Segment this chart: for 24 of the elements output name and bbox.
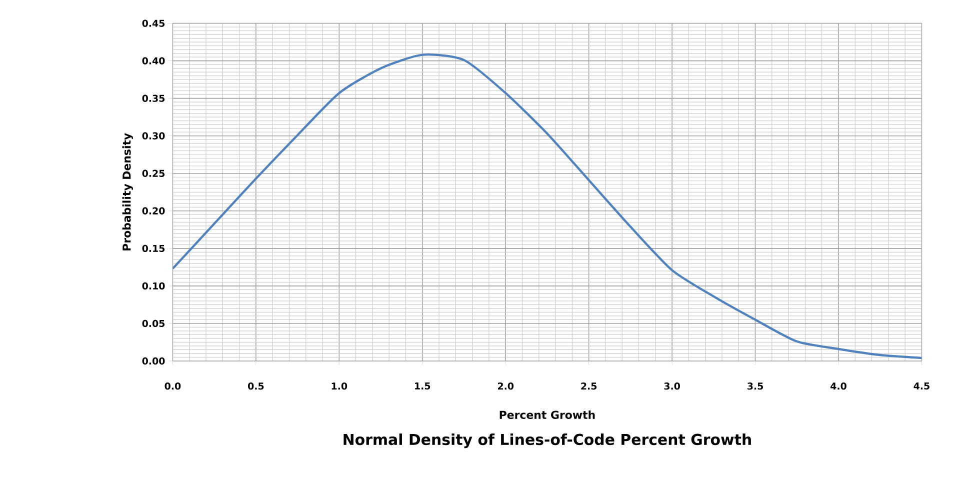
x-tick-label: 0.5 — [248, 382, 264, 390]
x-tick-label: 3.0 — [664, 382, 680, 390]
y-tick-label: 0.40 — [142, 57, 165, 64]
y-tick-label: 0.45 — [142, 20, 165, 27]
y-tick-label: 0.20 — [142, 207, 165, 214]
y-tick-label: 0.05 — [142, 320, 165, 328]
y-tick-label: 0.00 — [142, 357, 165, 365]
line-series — [172, 54, 922, 360]
x-tick-label: 0.0 — [164, 382, 181, 390]
x-tick-label: 3.5 — [748, 382, 763, 390]
x-tick-label: 1.0 — [332, 382, 348, 390]
x-tick-label: 4.0 — [830, 382, 846, 390]
y-tick-label: 0.30 — [142, 132, 165, 140]
y-tick-label: 0.15 — [142, 244, 165, 252]
x-tick-label: 1.5 — [415, 382, 430, 390]
y-axis-title: Probability Density — [122, 133, 133, 250]
x-tick-label: 4.5 — [914, 382, 930, 390]
y-tick-label: 0.35 — [142, 94, 165, 102]
y-tick-label: 0.25 — [142, 170, 165, 177]
y-tick-label: 0.10 — [142, 282, 165, 290]
x-tick-label: 2.0 — [498, 382, 514, 390]
x-axis-title: Percent Growth — [500, 410, 595, 419]
x-tick-label: 2.5 — [581, 382, 597, 390]
text: Normal Density of Lines-of-Code Percent Growth — [344, 434, 751, 448]
